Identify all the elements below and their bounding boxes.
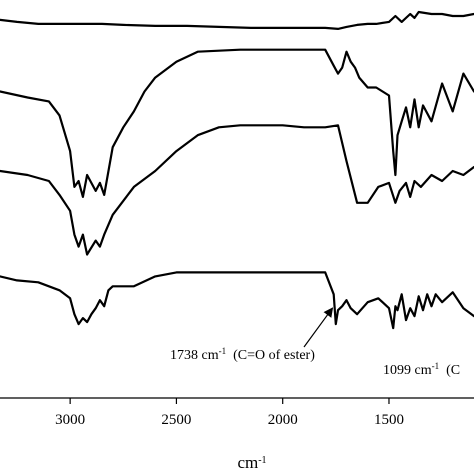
annotation-1099: 1099 cm-1 (C [383, 361, 460, 378]
x-tick-label: 2500 [161, 412, 191, 428]
annotation-ester-label: 1738 cm-1 (C=O of ester) [170, 346, 315, 363]
series-layer [0, 10, 474, 330]
spectrum-line-2 [0, 48, 474, 198]
x-tick-layer: 3000 2500 2000 1500 [55, 398, 404, 428]
annotation-1099-label: 1099 cm-1 (C [383, 361, 460, 378]
spectrum-line-4 [0, 271, 474, 330]
annotation-arrow [303, 307, 334, 348]
x-axis-title: cm-1 [237, 453, 266, 472]
x-tick-label: 1500 [374, 412, 404, 428]
annotation-ester: 1738 cm-1 (C=O of ester) [170, 307, 334, 363]
x-tick-label: 2000 [268, 412, 298, 428]
spectrum-line-3 [0, 124, 474, 256]
x-tick-label: 3000 [55, 412, 85, 428]
spectrum-line-1 [0, 10, 474, 30]
